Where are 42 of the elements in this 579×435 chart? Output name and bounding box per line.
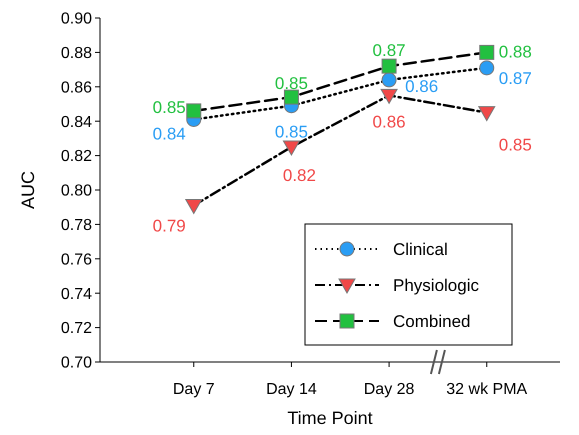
point bbox=[382, 72, 397, 88]
data-label: 0.84 bbox=[152, 124, 186, 144]
y-tick-label: 0.70 bbox=[60, 354, 92, 372]
y-tick-label: 0.86 bbox=[60, 79, 92, 96]
data-label: 0.79 bbox=[152, 216, 186, 236]
data-label: 0.87 bbox=[372, 41, 406, 60]
point bbox=[282, 140, 300, 156]
y-tick-label: 0.80 bbox=[60, 182, 92, 200]
y-tick-label: 0.82 bbox=[60, 148, 92, 166]
data-label: 0.85 bbox=[274, 122, 308, 142]
point bbox=[382, 58, 397, 74]
legend-label: Physiologic bbox=[393, 276, 480, 295]
data-label: 0.82 bbox=[282, 166, 316, 185]
x-tick-label: Day 14 bbox=[266, 381, 317, 398]
data-label: 0.86 bbox=[405, 76, 438, 96]
y-axis-title: AUC bbox=[18, 170, 38, 210]
x-tick-label: Day 28 bbox=[364, 381, 415, 398]
point bbox=[478, 106, 496, 122]
data-label: 0.85 bbox=[274, 74, 308, 94]
point bbox=[479, 60, 494, 76]
point bbox=[479, 44, 494, 60]
y-tick-label: 0.72 bbox=[60, 320, 92, 338]
data-label: 0.86 bbox=[372, 112, 406, 132]
data-label: 0.88 bbox=[498, 42, 532, 62]
y-tick-label: 0.88 bbox=[60, 45, 92, 62]
legend-label: Combined bbox=[393, 312, 470, 331]
point bbox=[284, 90, 299, 105]
x-tick-label: 32 wk PMA bbox=[446, 381, 528, 398]
data-label: 0.87 bbox=[498, 68, 532, 88]
y-tick-label: 0.78 bbox=[60, 217, 92, 234]
data-label: 0.85 bbox=[498, 136, 532, 155]
point bbox=[380, 88, 398, 104]
y-tick-label: 0.74 bbox=[60, 286, 92, 303]
x-axis-title: Time Point bbox=[287, 408, 373, 428]
point bbox=[185, 198, 202, 214]
data-label: 0.85 bbox=[152, 98, 186, 117]
y-tick-label: 0.84 bbox=[60, 114, 92, 131]
y-tick-label: 0.90 bbox=[60, 10, 92, 28]
legend-label: Clinical bbox=[393, 240, 448, 259]
x-tick-label: Day 7 bbox=[172, 381, 215, 398]
y-tick-label: 0.76 bbox=[60, 251, 92, 268]
point bbox=[186, 103, 202, 118]
